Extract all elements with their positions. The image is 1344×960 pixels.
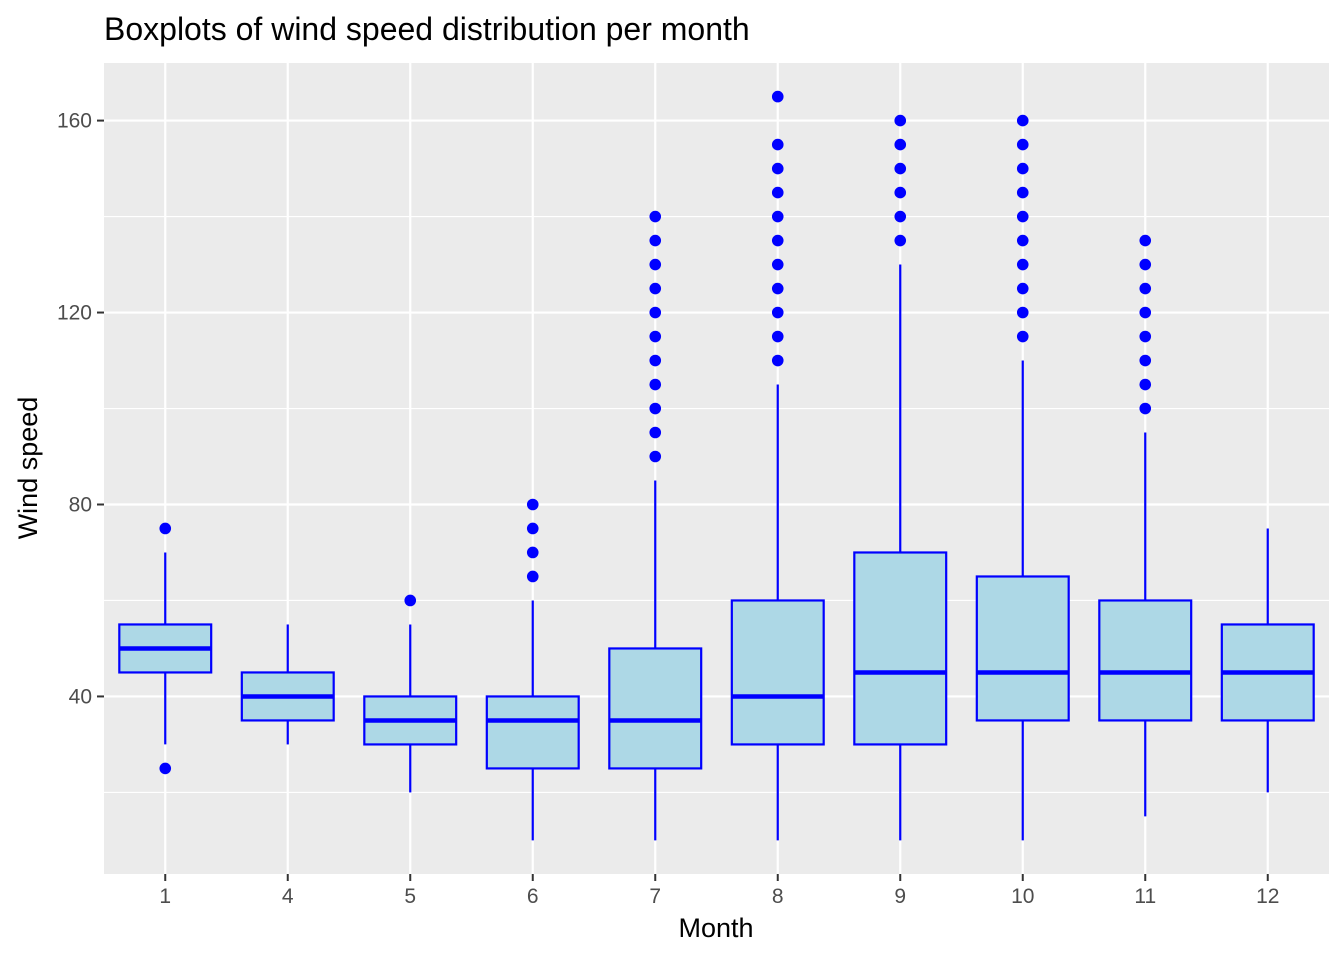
outlier-point	[771, 258, 784, 271]
outlier-point	[894, 162, 907, 175]
outlier-point	[649, 426, 662, 439]
outlier-point	[649, 330, 662, 343]
outlier-point	[1016, 138, 1029, 151]
x-tick-label: 12	[1256, 885, 1279, 908]
box-iqr	[975, 575, 1070, 722]
x-tick-label: 5	[404, 885, 416, 908]
outlier-point	[1139, 306, 1152, 319]
box-iqr	[1098, 599, 1193, 722]
outlier-point	[649, 402, 662, 415]
outlier-point	[894, 210, 907, 223]
outlier-point	[649, 234, 662, 247]
box-month-7	[608, 210, 703, 841]
box-series	[118, 90, 1315, 841]
box-month-1	[118, 522, 213, 775]
y-tick-label: 40	[69, 685, 92, 708]
outlier-point	[1016, 210, 1029, 223]
outlier-point	[771, 138, 784, 151]
box-iqr	[730, 599, 825, 746]
y-tick-label: 160	[57, 110, 92, 133]
outlier-point	[1139, 378, 1152, 391]
outlier-point	[1139, 330, 1152, 343]
outlier-point	[1139, 258, 1152, 271]
box-month-10	[975, 114, 1070, 841]
outlier-point	[526, 498, 539, 511]
outlier-point	[649, 354, 662, 367]
outlier-point	[1139, 402, 1152, 415]
outlier-point	[771, 186, 784, 199]
outlier-point	[1016, 282, 1029, 295]
box-iqr	[853, 551, 948, 746]
box-iqr	[485, 695, 580, 770]
outlier-point	[1139, 234, 1152, 247]
outlier-point	[1139, 282, 1152, 295]
outlier-point	[526, 570, 539, 583]
outlier-point	[1016, 234, 1029, 247]
outlier-point	[159, 522, 172, 535]
box-month-5	[363, 594, 458, 793]
box-month-12	[1220, 528, 1315, 793]
y-tick-label: 120	[57, 302, 92, 325]
x-tick-label: 8	[772, 885, 784, 908]
outlier-point	[649, 378, 662, 391]
outlier-point	[1016, 306, 1029, 319]
plot-panel	[104, 63, 1329, 874]
chart-title: Boxplots of wind speed distribution per …	[104, 11, 750, 47]
outlier-point	[771, 90, 784, 103]
y-tick-label: 80	[69, 493, 92, 516]
outlier-point	[159, 762, 172, 775]
outlier-point	[1016, 258, 1029, 271]
x-tick-label: 11	[1134, 885, 1156, 908]
outlier-point	[894, 234, 907, 247]
outlier-point	[1139, 354, 1152, 367]
outlier-point	[649, 210, 662, 223]
x-tick-label: 7	[649, 885, 661, 908]
outlier-point	[1016, 186, 1029, 199]
outlier-point	[649, 282, 662, 295]
outlier-point	[771, 234, 784, 247]
outlier-point	[649, 258, 662, 271]
outlier-point	[771, 306, 784, 319]
box-month-6	[485, 498, 580, 841]
y-axis-title: Wind speed	[13, 397, 43, 540]
axis-ticks: 40 80 120 160 1 4 5 6 7 8 9 10 11 12	[57, 110, 1279, 908]
outlier-point	[526, 546, 539, 559]
outlier-point	[771, 354, 784, 367]
outlier-point	[649, 450, 662, 463]
x-axis-title: Month	[678, 913, 753, 943]
box-month-11	[1098, 234, 1193, 817]
outlier-point	[894, 186, 907, 199]
x-tick-label: 9	[894, 885, 906, 908]
outlier-point	[649, 306, 662, 319]
outlier-point	[894, 138, 907, 151]
x-tick-label: 6	[527, 885, 539, 908]
box-month-8	[730, 90, 825, 841]
x-tick-label: 4	[282, 885, 294, 908]
x-tick-label: 10	[1011, 885, 1034, 908]
outlier-point	[404, 594, 417, 607]
outlier-point	[1016, 114, 1029, 127]
outlier-point	[771, 330, 784, 343]
outlier-point	[771, 210, 784, 223]
box-month-4	[240, 624, 335, 745]
box-iqr	[608, 647, 703, 770]
outlier-point	[526, 522, 539, 535]
box-month-9	[853, 114, 948, 841]
x-tick-label: 1	[159, 885, 171, 908]
outlier-point	[894, 114, 907, 127]
outlier-point	[1016, 162, 1029, 175]
outlier-point	[771, 162, 784, 175]
outlier-point	[771, 282, 784, 295]
outlier-point	[1016, 330, 1029, 343]
